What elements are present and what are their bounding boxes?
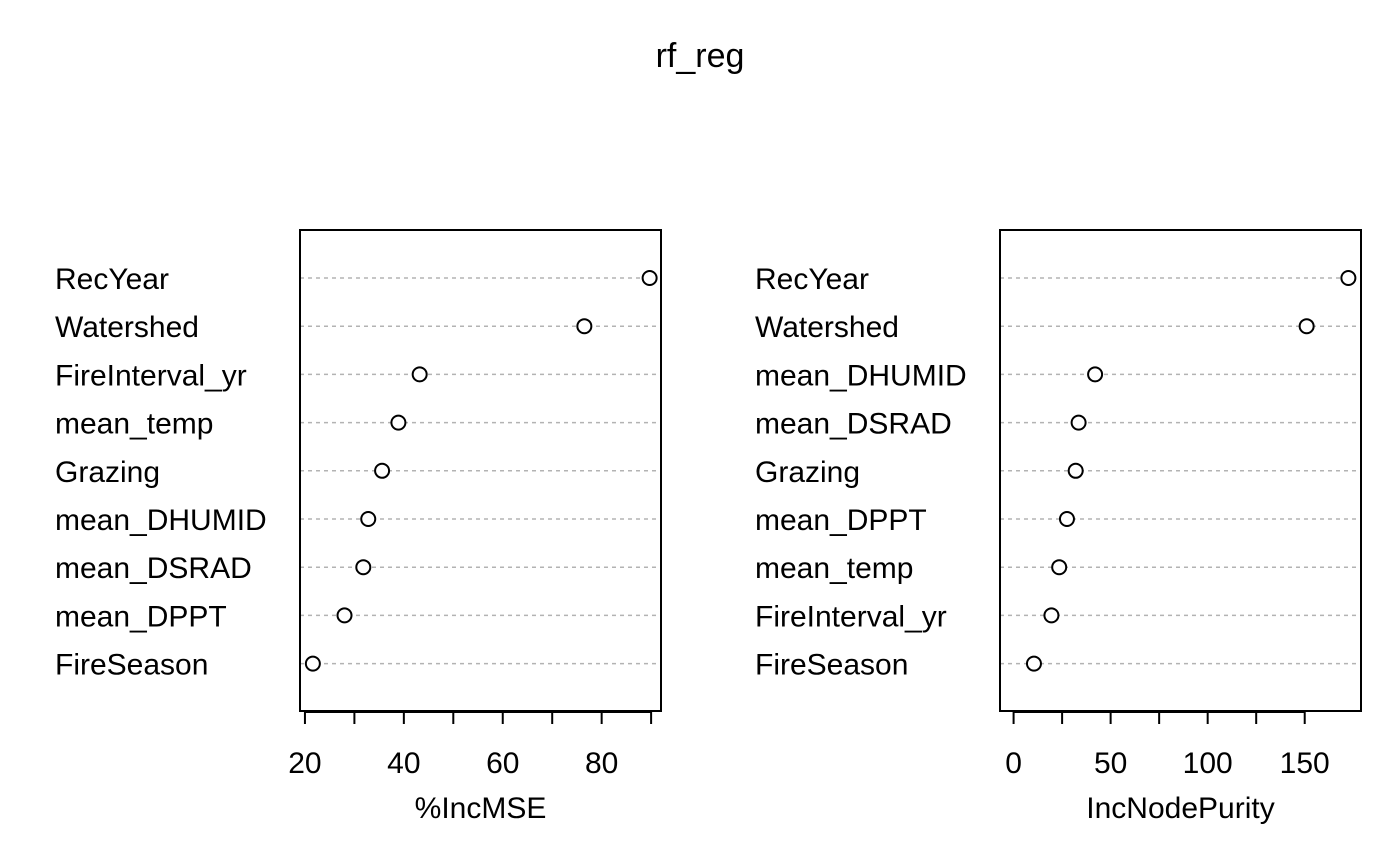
data-point xyxy=(1340,270,1357,286)
category-label: FireSeason xyxy=(55,649,208,682)
x-tick-label: 80 xyxy=(585,747,618,780)
x-axis-label: %IncMSE xyxy=(415,792,547,825)
category-label: FireInterval_yr xyxy=(755,600,947,633)
x-tick-label: 100 xyxy=(1183,747,1233,780)
data-point xyxy=(1298,318,1315,335)
data-point xyxy=(390,414,407,431)
category-label: RecYear xyxy=(755,263,869,296)
category-label: mean_DPPT xyxy=(55,600,227,633)
data-point xyxy=(304,655,321,672)
data-point xyxy=(1025,655,1042,672)
category-label: RecYear xyxy=(55,263,169,296)
panel-1: RecYear Watershed FireInterval_yr mean_temp… xyxy=(55,229,662,825)
category-label: FireSeason xyxy=(755,649,908,682)
category-label: Grazing xyxy=(55,456,160,489)
x-tick-label: 50 xyxy=(1094,747,1127,780)
x-tick-label: 20 xyxy=(288,747,321,780)
x-tick-label: 150 xyxy=(1280,747,1330,780)
category-label: mean_temp xyxy=(55,408,213,441)
data-point xyxy=(411,366,428,383)
category-label: Watershed xyxy=(55,311,199,344)
category-label: mean_DHUMID xyxy=(755,359,967,392)
chart-panels: RecYear Watershed FireInterval_yr mean_temp… xyxy=(55,229,1362,825)
data-point xyxy=(641,270,658,286)
data-point xyxy=(1058,511,1075,527)
category-label: mean_DSRAD xyxy=(55,552,252,585)
panel-2: RecYear Watershed mean_DHUMID mean_DSRAD Gra… xyxy=(755,229,1362,825)
data-point xyxy=(1043,607,1060,624)
category-label: mean_DPPT xyxy=(755,504,927,537)
category-label: mean_DHUMID xyxy=(55,504,267,537)
x-axis-label: IncNodePurity xyxy=(1086,792,1274,825)
data-point xyxy=(355,559,372,576)
data-point xyxy=(336,607,353,624)
category-label: Watershed xyxy=(755,311,899,344)
x-tick-label: 60 xyxy=(486,747,519,780)
category-label: mean_DSRAD xyxy=(755,408,952,441)
data-point xyxy=(1067,462,1084,479)
data-point xyxy=(576,318,593,335)
data-point xyxy=(1087,366,1104,383)
data-point xyxy=(374,462,391,479)
x-tick-label: 0 xyxy=(1005,747,1022,780)
category-label: FireInterval_yr xyxy=(55,359,247,392)
category-label: Grazing xyxy=(755,456,860,489)
category-label: mean_temp xyxy=(755,552,913,585)
data-point xyxy=(360,511,377,527)
chart-title: rf_reg xyxy=(656,37,745,75)
x-tick-label: 40 xyxy=(387,747,420,780)
data-point xyxy=(1070,414,1087,431)
data-point xyxy=(1051,559,1068,576)
